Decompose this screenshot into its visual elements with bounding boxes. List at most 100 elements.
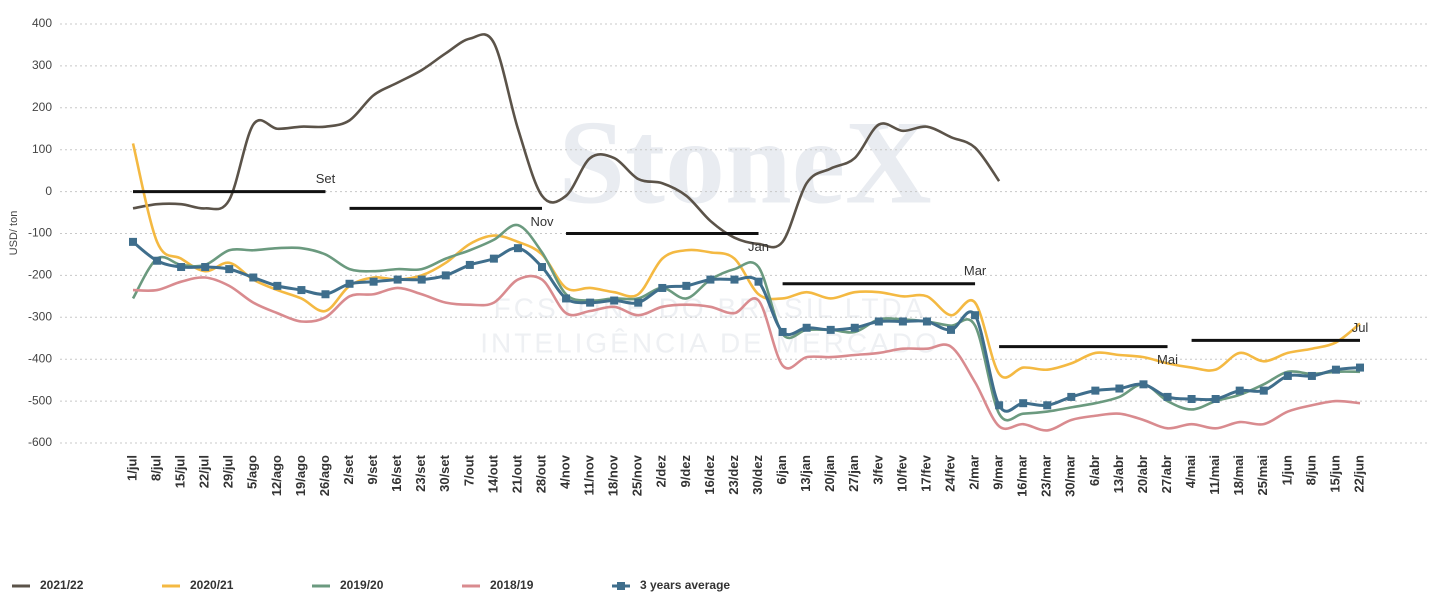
series-line: [132, 240, 1361, 413]
y-tick-label: 300: [32, 58, 52, 72]
point-marker: [995, 401, 1004, 410]
reference-label: Jan: [748, 239, 769, 254]
x-tick-label: 13/jan: [798, 455, 813, 492]
series-line: [132, 274, 1361, 432]
point-marker: [947, 325, 955, 334]
point-marker: [658, 283, 667, 292]
legend-label: 2020/21: [190, 578, 234, 592]
y-tick-label: 400: [32, 16, 52, 30]
x-tick-label: 18/mai: [1231, 455, 1246, 495]
point-marker: [1283, 371, 1292, 380]
x-tick-label: 9/mar: [991, 455, 1006, 490]
reference-label: Set: [316, 171, 336, 186]
x-tick-label: 4/nov: [557, 454, 572, 489]
point-marker: [971, 311, 980, 320]
x-tick-label: 14/out: [485, 454, 500, 493]
x-tick-label: 15/jun: [1327, 455, 1342, 493]
series-line: [131, 143, 1361, 379]
point-marker: [1356, 363, 1364, 372]
point-marker: [1235, 386, 1244, 395]
point-marker: [177, 263, 186, 272]
y-tick-label: -500: [28, 393, 52, 407]
point-marker: [393, 275, 402, 284]
x-tick-label: 23/mar: [1039, 455, 1054, 497]
x-tick-label: 25/nov: [630, 454, 645, 496]
x-tick-label: 18/nov: [606, 454, 621, 496]
point-marker: [754, 277, 763, 286]
point-marker: [802, 323, 811, 332]
x-tick-label: 23/set: [413, 454, 428, 492]
legend-label: 3 years average: [640, 578, 730, 592]
y-tick-label: -600: [28, 435, 52, 449]
legend-label: 2021/22: [40, 578, 84, 592]
x-tick-label: 9/dez: [678, 455, 693, 488]
x-tick-label: 29/jul: [221, 455, 236, 488]
x-tick-label: 20/abr: [1135, 455, 1150, 493]
point-marker: [586, 298, 595, 307]
x-tick-label: 8/jul: [148, 455, 163, 481]
point-marker: [1019, 399, 1028, 408]
point-marker: [273, 281, 282, 290]
x-tick-label: 20/jan: [822, 455, 837, 492]
x-tick-label: 8/jun: [1303, 455, 1318, 485]
point-marker: [489, 254, 498, 263]
point-marker: [1139, 380, 1148, 389]
x-tick-label: 30/mar: [1063, 455, 1078, 497]
point-marker: [1307, 371, 1316, 380]
x-tick-label: 21/out: [509, 454, 524, 493]
point-marker: [778, 327, 787, 336]
x-tick-label: 11/mai: [1207, 455, 1222, 495]
x-tick-label: 3/fev: [870, 454, 885, 484]
x-tick-label: 1/jun: [1279, 455, 1294, 485]
point-marker: [1331, 365, 1340, 374]
x-tick-label: 4/mai: [1183, 455, 1198, 488]
point-marker: [1043, 401, 1052, 410]
x-tick-label: 22/jul: [197, 455, 212, 488]
point-marker: [153, 256, 162, 265]
x-tick-label: 11/nov: [582, 454, 597, 495]
point-marker: [922, 317, 931, 326]
legend-swatch: [617, 582, 625, 590]
x-tick-label: 7/out: [461, 454, 476, 486]
point-marker: [1115, 384, 1124, 393]
point-marker: [682, 281, 691, 290]
x-tick-label: 12/ago: [269, 455, 284, 496]
point-marker: [225, 265, 234, 274]
point-marker: [706, 275, 715, 284]
point-marker: [1187, 395, 1196, 404]
y-tick-label: 100: [32, 142, 52, 156]
point-marker: [634, 298, 643, 307]
series-line: [132, 33, 1001, 249]
x-tick-label: 25/mai: [1255, 455, 1270, 495]
y-tick-label: -300: [28, 309, 52, 323]
x-tick-label: 28/out: [533, 454, 548, 493]
point-marker: [730, 275, 739, 284]
point-marker: [129, 237, 137, 246]
x-tick-label: 16/dez: [702, 455, 717, 495]
y-tick-label: 200: [32, 100, 52, 114]
x-tick-label: 23/dez: [726, 455, 741, 495]
point-marker: [826, 325, 835, 334]
point-marker: [441, 271, 450, 280]
x-tick-label: 19/ago: [293, 455, 308, 496]
point-marker: [538, 263, 546, 272]
legend-label: 2019/20: [340, 578, 384, 592]
point-marker: [850, 323, 859, 332]
x-tick-label: 1/jul: [124, 455, 139, 481]
reference-label: Nov: [530, 214, 554, 229]
point-marker: [513, 244, 522, 253]
x-tick-label: 22/jun: [1351, 455, 1366, 493]
x-tick-label: 30/dez: [750, 455, 765, 495]
point-marker: [417, 275, 426, 284]
x-tick-label: 15/jul: [173, 455, 188, 488]
x-tick-label: 10/fev: [894, 454, 909, 492]
x-tick-label: 24/fev: [942, 454, 957, 492]
point-marker: [249, 273, 258, 282]
point-marker: [610, 296, 619, 305]
point-marker: [369, 277, 378, 286]
point-marker: [1067, 392, 1076, 401]
legend-label: 2018/19: [490, 578, 534, 592]
x-tick-label: 6/jan: [774, 455, 789, 485]
x-tick-label: 2/dez: [654, 455, 669, 488]
